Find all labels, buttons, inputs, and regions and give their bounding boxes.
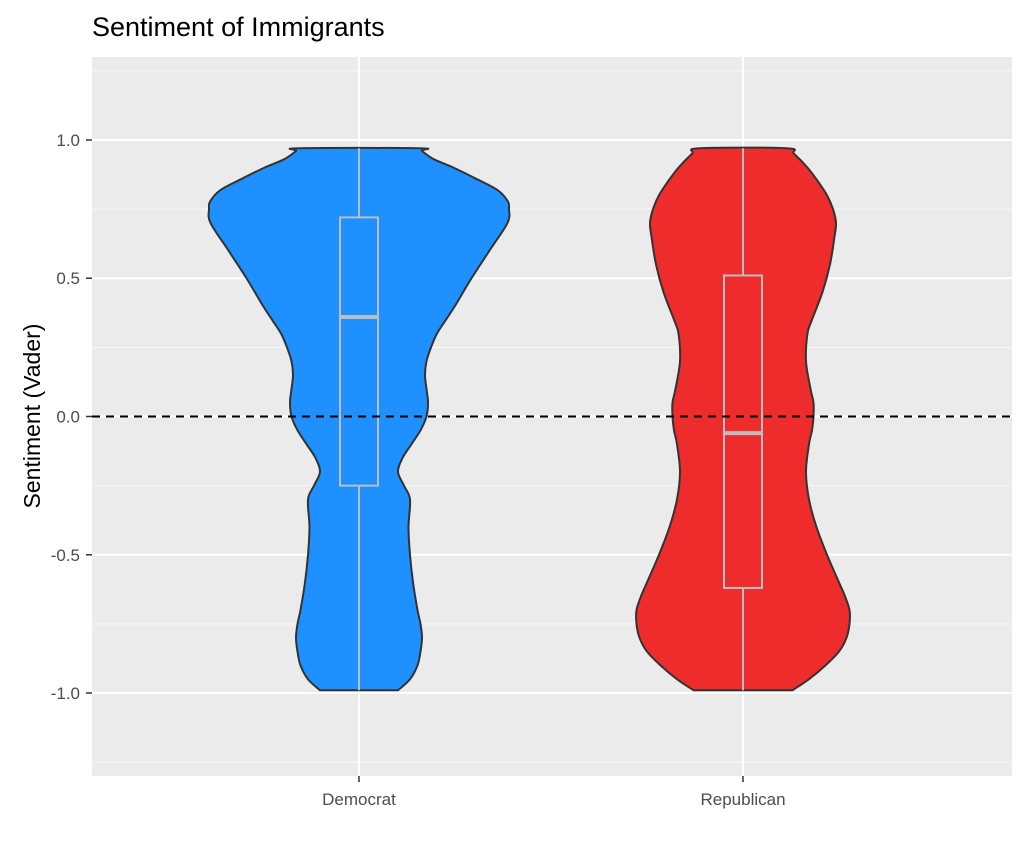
y-tick-label: -1.0 <box>51 684 80 703</box>
y-tick-label: -0.5 <box>51 546 80 565</box>
x-tick-label: Democrat <box>322 790 396 809</box>
chart-title: Sentiment of Immigrants <box>92 12 385 42</box>
violin-republican <box>635 146 851 692</box>
y-tick-label: 0.0 <box>56 408 80 427</box>
x-axis: Democrat Republican <box>322 776 786 809</box>
boxplots <box>339 148 763 691</box>
violin-democrat <box>207 146 511 692</box>
y-axis-label: Sentiment (Vader) <box>19 324 45 509</box>
y-tick-label: 0.5 <box>56 269 80 288</box>
minor-gridlines <box>92 70 1012 763</box>
y-tick-label: 1.0 <box>56 131 80 150</box>
x-tick-label: Republican <box>700 790 785 809</box>
box-democrat <box>339 216 379 487</box>
y-axis: -1.0 -0.5 0.0 0.5 1.0 <box>51 131 92 703</box>
violins <box>207 146 851 692</box>
